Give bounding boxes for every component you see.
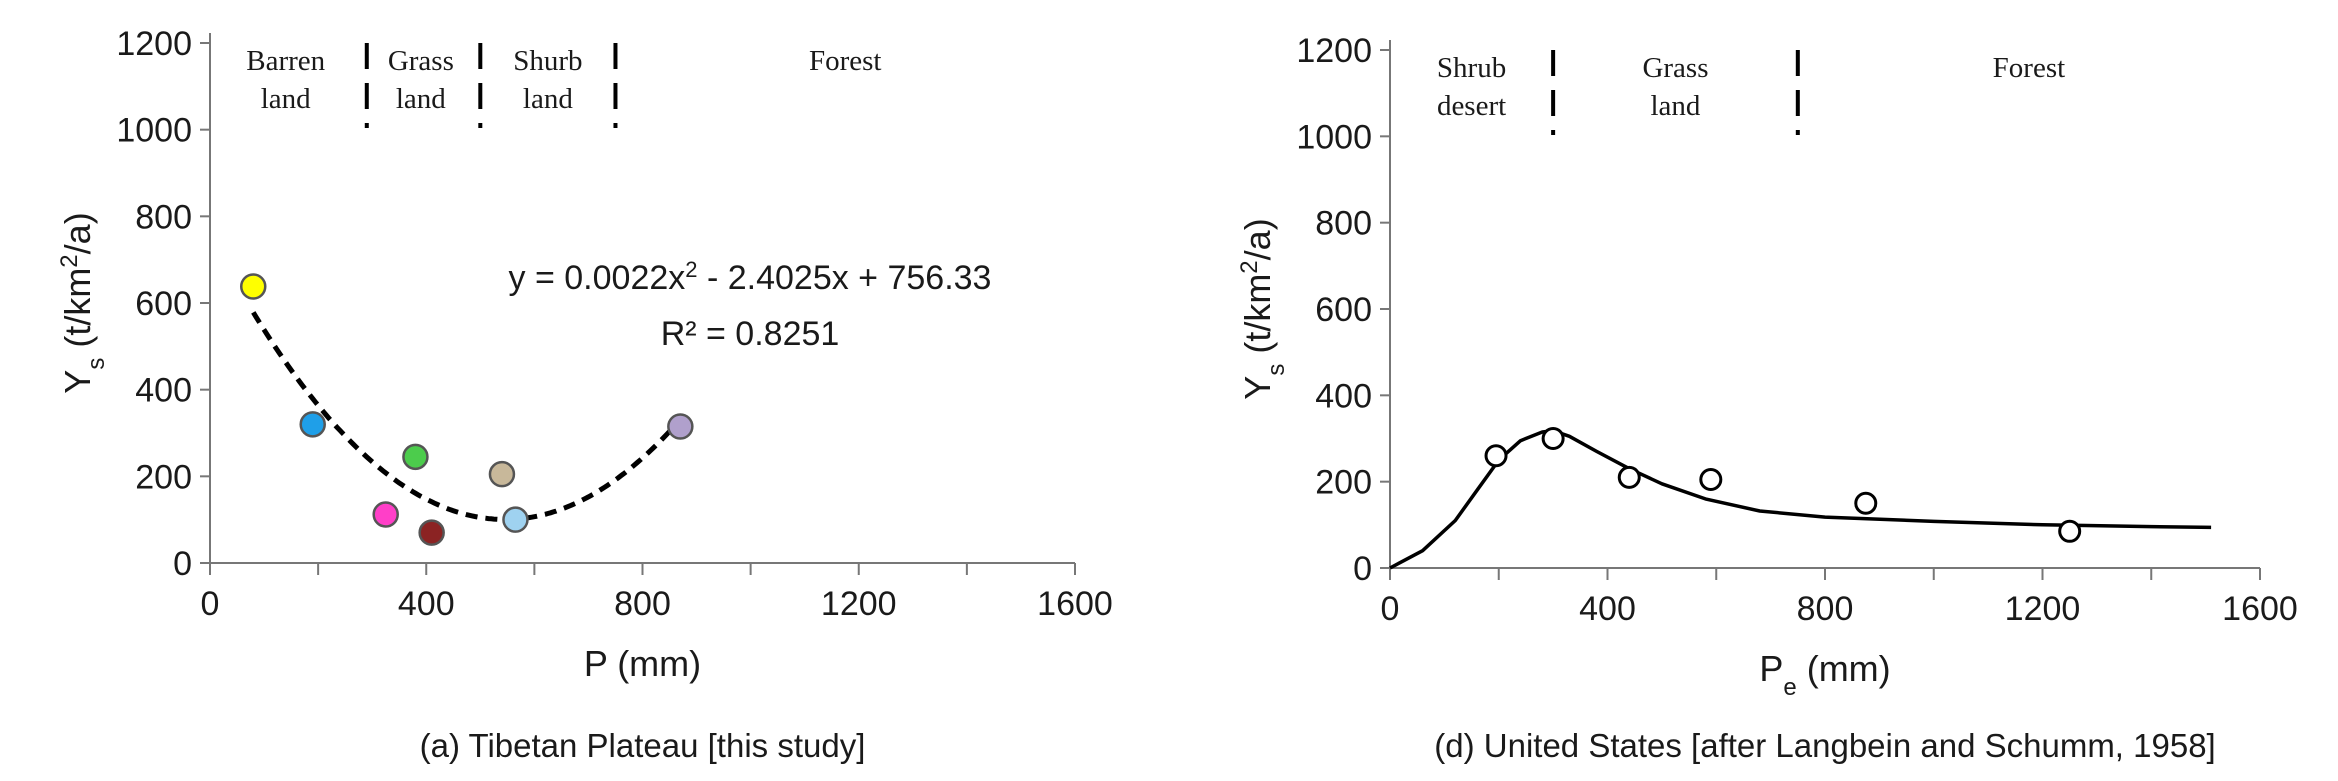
zone-label: Barren <box>246 45 325 77</box>
zone-label: land <box>1651 90 1701 122</box>
y-tick-label: 0 <box>173 545 192 583</box>
zone-label: Shurb <box>513 45 582 77</box>
points-a <box>240 273 694 546</box>
data-point <box>240 273 267 300</box>
data-point <box>1541 427 1565 450</box>
data-point <box>372 501 399 528</box>
y-tick-label: 400 <box>135 372 192 410</box>
caption-d: (d) United States [after Langbein and Sc… <box>1434 727 2215 764</box>
data-point <box>1699 468 1723 492</box>
r-squared-label: R² = 0.8251 <box>661 315 840 353</box>
axes-a <box>200 33 1076 575</box>
x-tick-label: 1200 <box>821 585 897 623</box>
data-point <box>667 413 694 440</box>
y-tick-label: 800 <box>1315 205 1372 243</box>
y-tick-label: 0 <box>1353 550 1372 588</box>
x-tick-label: 1600 <box>2222 590 2298 628</box>
zone-label: Shrub <box>1437 52 1506 84</box>
zone-dividers-d: Shrub desert Grass land Forest <box>1437 50 2065 135</box>
y-tick-label: 600 <box>1315 291 1372 329</box>
y-axis-title-a: Ys(t/km2/a) <box>56 212 110 393</box>
zone-label: land <box>396 83 446 115</box>
x-axis-title-a: P (mm) <box>584 643 701 684</box>
chart-panel-a: Barren land Grass land Shurb land Forest 0 200 4… <box>56 25 1113 764</box>
y-tick-label: 1000 <box>1296 118 1372 156</box>
data-point <box>418 519 445 546</box>
y-tick-label: 200 <box>1315 464 1372 502</box>
zone-label: Forest <box>809 45 882 77</box>
tick-labels-a: 0 200 400 600 800 1000 1200 0 400 800 1200 1600 <box>116 25 1112 623</box>
y-tick-label: 1200 <box>116 25 192 63</box>
data-point <box>1617 465 1641 489</box>
x-tick-label: 0 <box>1381 590 1400 628</box>
zone-label: Grass <box>388 45 454 77</box>
zone-dividers-a: Barren land Grass land Shurb land Forest <box>246 43 881 128</box>
data-point <box>1854 491 1878 515</box>
curve-d <box>1389 428 2212 570</box>
data-point <box>299 411 326 438</box>
zone-label: Forest <box>1993 52 2066 84</box>
x-tick-label: 800 <box>1797 590 1854 628</box>
axes-d <box>1380 40 2261 580</box>
x-tick-label: 400 <box>398 585 455 623</box>
caption-a: (a) Tibetan Plateau [this study] <box>420 727 866 764</box>
x-tick-label: 800 <box>614 585 671 623</box>
data-point <box>402 443 429 471</box>
x-tick-label: 0 <box>201 585 220 623</box>
zone-label: desert <box>1437 90 1506 122</box>
y-tick-label: 200 <box>135 458 192 496</box>
data-point <box>488 460 516 488</box>
data-point <box>502 506 529 533</box>
data-point <box>2058 519 2082 543</box>
y-tick-label: 600 <box>135 285 192 323</box>
tick-labels-d: 0 200 400 600 800 1000 1200 0 400 800 1200 1600 <box>1296 32 2297 628</box>
quadratic-trendline <box>251 311 683 522</box>
y-tick-label: 1200 <box>1296 32 1372 70</box>
x-axis-title-d: Pe (mm) <box>1759 648 1890 701</box>
data-point <box>1484 444 1508 468</box>
y-tick-label: 800 <box>135 198 192 236</box>
y-axis-title-d: Ys(t/km2/a) <box>1236 218 1290 399</box>
fitted-curve <box>1389 428 2212 570</box>
y-tick-label: 400 <box>1315 377 1372 415</box>
x-tick-label: 1600 <box>1037 585 1113 623</box>
trendline-a <box>251 311 683 522</box>
x-tick-label: 400 <box>1579 590 1636 628</box>
zone-label: Grass <box>1642 52 1708 84</box>
equation-label: y = 0.0022x2 - 2.4025x + 756.33 <box>509 257 992 298</box>
x-tick-label: 1200 <box>2005 590 2081 628</box>
chart-panel-d: Shrub desert Grass land Forest 0 200 400 600 800… <box>1236 32 2298 764</box>
zone-label: land <box>523 83 573 115</box>
points-d <box>1484 427 2082 543</box>
y-tick-label: 1000 <box>116 112 192 150</box>
zone-label: land <box>261 83 311 115</box>
